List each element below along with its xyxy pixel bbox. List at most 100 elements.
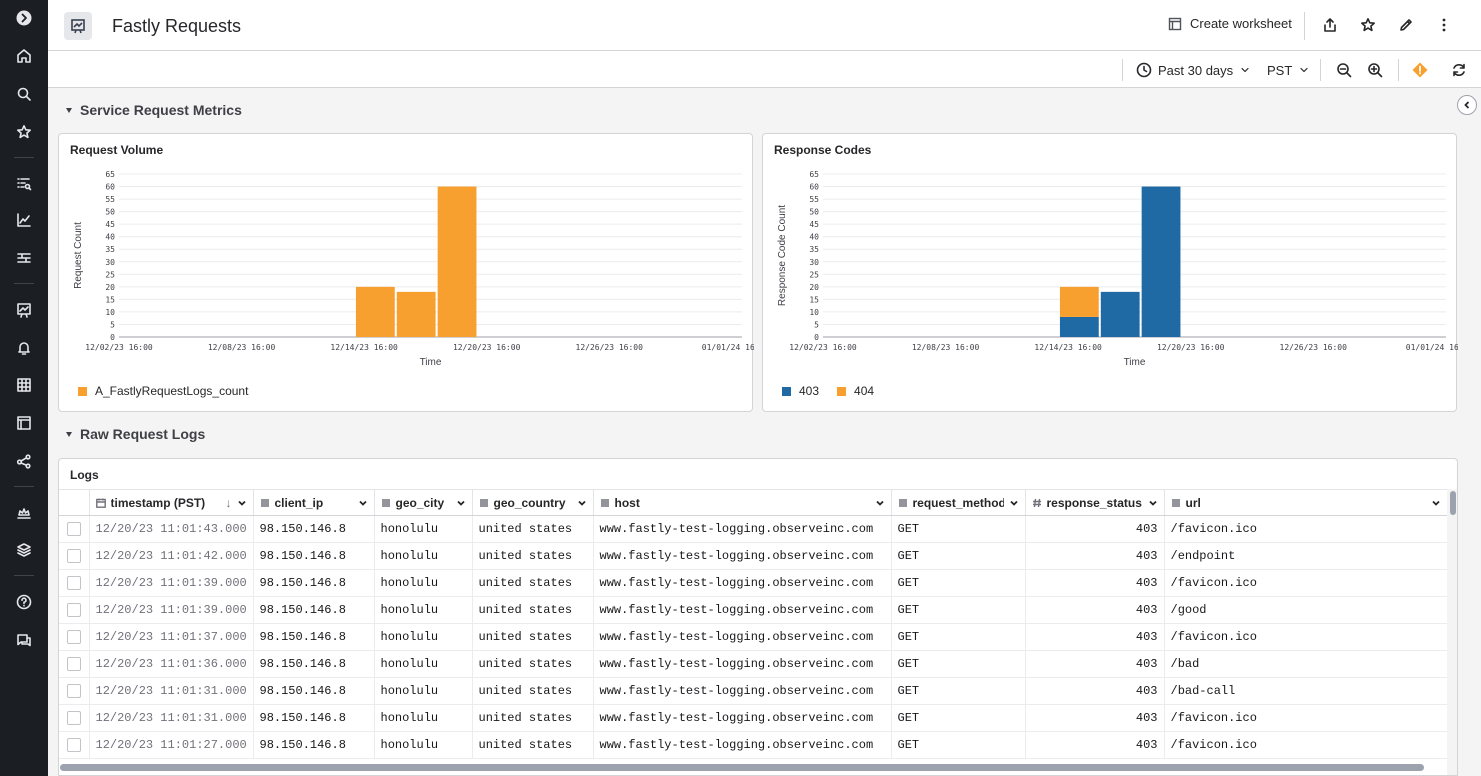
column-header-geo-country[interactable]: geo_country: [472, 489, 594, 516]
chart-legend: 403 404: [782, 384, 874, 398]
table-cell: GET: [891, 677, 1026, 705]
table-row[interactable]: 12/20/23 11:01:39.000 98.150.146.8 honolul…: [59, 569, 1448, 597]
table-cell: www.fastly-test-logging.observeinc.com: [593, 623, 892, 651]
table-cell: www.fastly-test-logging.observeinc.com: [593, 542, 892, 570]
refresh-icon[interactable]: [1451, 60, 1467, 80]
section-header-logs[interactable]: Raw Request Logs: [66, 426, 205, 442]
warning-icon[interactable]: [1412, 60, 1428, 80]
search-icon[interactable]: [12, 82, 36, 106]
row-checkbox[interactable]: [67, 549, 81, 563]
graph-icon[interactable]: [12, 449, 36, 473]
x-tick-label: 12/14/23 16:00: [330, 343, 398, 352]
table-cell: www.fastly-test-logging.observeinc.com: [593, 569, 892, 597]
table-cell: honolulu: [374, 542, 473, 570]
chevron-down-icon[interactable]: [1009, 498, 1019, 508]
table-cell: /favicon.ico: [1164, 569, 1448, 597]
edit-icon[interactable]: [1396, 15, 1416, 35]
chevron-down-icon[interactable]: [1431, 498, 1441, 508]
star-icon[interactable]: [12, 120, 36, 144]
table-cell: 403: [1025, 677, 1165, 705]
zoom-in-icon[interactable]: [1367, 60, 1383, 80]
bar-403: [1100, 291, 1140, 337]
logs-icon[interactable]: [12, 246, 36, 270]
table-row[interactable]: 12/20/23 11:01:42.000 98.150.146.8 honolul…: [59, 542, 1448, 570]
request-volume-panel[interactable]: Request Volume 0 5 10 15 20 25 30 35 40 45 50 55 60 6…: [58, 133, 754, 412]
table-row[interactable]: 12/20/23 11:01:27.000 98.150.146.8 honolul…: [59, 731, 1448, 759]
x-tick-label: 01/01/24 16: [702, 343, 754, 352]
alerts-icon[interactable]: [12, 336, 36, 360]
section-header-metrics[interactable]: Service Request Metrics: [66, 102, 242, 118]
scrollbar-thumb[interactable]: [1450, 491, 1456, 515]
table-cell: /favicon.ico: [1164, 623, 1448, 651]
home-icon[interactable]: [12, 44, 36, 68]
column-header-url[interactable]: url: [1164, 489, 1448, 516]
horizontal-scrollbar[interactable]: [60, 764, 1424, 771]
table-row[interactable]: 12/20/23 11:01:36.000 98.150.146.8 honolul…: [59, 650, 1448, 678]
row-checkbox[interactable]: [67, 576, 81, 590]
row-checkbox[interactable]: [67, 684, 81, 698]
table-row[interactable]: 12/20/23 11:01:37.000 98.150.146.8 honolul…: [59, 623, 1448, 651]
row-checkbox[interactable]: [67, 657, 81, 671]
star-icon[interactable]: [1358, 15, 1378, 35]
time-range-selector[interactable]: Past 30 days: [1136, 60, 1251, 80]
chat-icon[interactable]: [12, 628, 36, 652]
chevron-down-icon[interactable]: [237, 498, 247, 508]
explorer-icon[interactable]: [12, 172, 36, 196]
sort-desc-icon[interactable]: ↓: [225, 495, 232, 510]
text-icon: [1171, 498, 1180, 507]
page-title: Fastly Requests: [112, 16, 242, 36]
metrics-icon[interactable]: [12, 208, 36, 232]
response-codes-panel[interactable]: Response Codes 0 5 10 15 20 25 30 35 40 45 50 55 60 6…: [762, 133, 1458, 412]
chevron-down-icon[interactable]: [1148, 498, 1158, 508]
column-header-geo-city[interactable]: geo_city: [374, 489, 473, 516]
row-checkbox[interactable]: [67, 603, 81, 617]
column-header-timestamp-pst[interactable]: timestamp (PST) ↓: [89, 489, 254, 516]
row-checkbox[interactable]: [67, 630, 81, 644]
table-row[interactable]: 12/20/23 11:01:39.000 98.150.146.8 honolul…: [59, 596, 1448, 624]
row-checkbox[interactable]: [67, 711, 81, 725]
create-worksheet-button[interactable]: Create worksheet: [1168, 16, 1292, 31]
share-icon[interactable]: [1320, 15, 1340, 35]
y-tick-label: 20: [809, 283, 819, 292]
worksheets-icon[interactable]: [12, 411, 36, 435]
chevron-down-icon[interactable]: [875, 498, 885, 508]
chevron-down-icon[interactable]: [358, 498, 368, 508]
zoom-out-icon[interactable]: [1336, 60, 1352, 80]
y-tick-label: 35: [105, 245, 115, 254]
y-tick-label: 15: [105, 295, 115, 304]
collapse-panel-button[interactable]: [1457, 95, 1477, 115]
table-cell: honolulu: [374, 731, 473, 759]
section-title: Raw Request Logs: [80, 426, 206, 442]
table-row[interactable]: 12/20/23 11:01:31.000 98.150.146.8 honolul…: [59, 704, 1448, 732]
logo-icon[interactable]: [12, 6, 36, 30]
layers-icon[interactable]: [12, 538, 36, 562]
table-cell: GET: [891, 704, 1026, 732]
y-tick-label: 45: [809, 220, 819, 229]
help-icon[interactable]: [12, 590, 36, 614]
chevron-down-icon[interactable]: [577, 498, 587, 508]
dashboard-icon[interactable]: [12, 298, 36, 322]
column-header-host[interactable]: host: [593, 489, 892, 516]
apps-icon[interactable]: [12, 501, 36, 525]
more-icon[interactable]: [1434, 15, 1454, 35]
x-axis-label: Time: [1124, 357, 1146, 368]
y-tick-label: 5: [110, 320, 115, 329]
y-tick-label: 0: [110, 333, 115, 342]
row-checkbox[interactable]: [67, 522, 81, 536]
table-row[interactable]: 12/20/23 11:01:31.000 98.150.146.8 honolul…: [59, 677, 1448, 705]
row-checkbox[interactable]: [67, 738, 81, 752]
x-tick-label: 12/20/23 16:00: [1157, 343, 1225, 352]
vertical-scrollbar[interactable]: [1447, 489, 1457, 775]
timezone-selector[interactable]: PST: [1267, 60, 1310, 80]
chevron-down-icon[interactable]: [456, 498, 466, 508]
chart-legend: A_FastlyRequestLogs_count: [78, 384, 248, 398]
column-header-client-ip[interactable]: client_ip: [253, 489, 375, 516]
table-row[interactable]: 12/20/23 11:01:43.000 98.150.146.8 honolul…: [59, 515, 1448, 543]
table-cell: 403: [1025, 569, 1165, 597]
column-header-response-status[interactable]: response_status: [1025, 489, 1165, 516]
datasets-icon[interactable]: [12, 373, 36, 397]
y-tick-label: 30: [105, 258, 115, 267]
row-select-cell: [59, 650, 90, 678]
column-header-request-method[interactable]: request_method: [891, 489, 1026, 516]
table-cell: www.fastly-test-logging.observeinc.com: [593, 731, 892, 759]
